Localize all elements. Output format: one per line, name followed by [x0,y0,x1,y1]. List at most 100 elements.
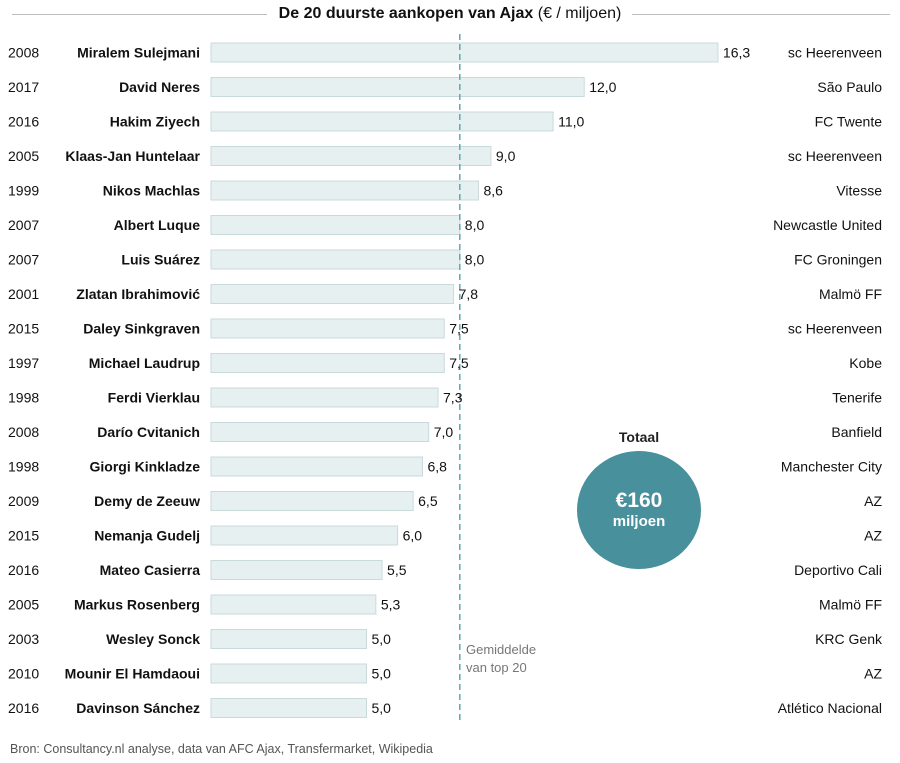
bar [210,525,399,546]
bar [210,146,492,166]
row-year: 2005 [8,597,39,613]
bar-value-label: 7,0 [434,424,454,440]
bar-value-label: 5,0 [372,700,392,716]
row-year: 1998 [8,390,39,406]
row-player: Zlatan Ibrahimović [76,286,200,302]
bar-value-label: 5,0 [372,666,392,682]
row-club: Vitesse [836,183,882,199]
row-player: Miralem Sulejmani [77,45,200,61]
row-club: FC Twente [815,114,883,130]
row-year: 2008 [8,45,39,61]
row-club: Deportivo Cali [794,562,882,578]
bar [210,698,367,718]
total-amount: €160 [615,489,663,512]
bar [210,663,367,684]
source-note: Bron: Consultancy.nl analyse, data van A… [10,742,433,756]
row-club: sc Heerenveen [788,148,882,164]
total-label: Totaal [618,429,660,445]
bar [210,422,430,442]
row-player: Demy de Zeeuw [94,493,200,509]
title-rule-left [12,14,267,15]
row-year: 2008 [8,424,39,440]
average-label-line-1: Gemiddelde [466,642,536,657]
bar-value-label: 11,0 [558,114,584,130]
row-player: Wesley Sonck [106,631,200,647]
bar-value-label: 8,6 [483,183,503,199]
row-club: Banfield [831,424,882,440]
row-player: Mateo Casierra [100,562,201,578]
row-year: 2015 [8,321,39,337]
bar [210,111,554,132]
row-year: 2007 [8,252,39,268]
bar-value-label: 7,8 [459,286,479,302]
average-label-line-2: van top 20 [466,660,527,675]
row-club: Malmö FF [819,286,882,302]
bar [210,456,423,477]
row-club: Newcastle United [773,217,882,233]
row-year: 2010 [8,666,39,682]
bar-value-label: 7,5 [449,321,469,337]
row-player: Klaas-Jan Huntelaar [65,148,200,164]
bar [210,629,367,649]
row-club: Kobe [849,355,882,371]
bar-value-label: 7,5 [449,355,469,371]
row-club: sc Heerenveen [788,45,882,61]
row-player: Mounir El Hamdaoui [65,666,200,682]
row-player: Giorgi Kinkladze [90,459,201,475]
row-year: 2016 [8,562,39,578]
row-player: Albert Luque [114,217,201,233]
row-club: AZ [864,493,882,509]
row-year: 2009 [8,493,39,509]
row-year: 2016 [8,700,39,716]
title-rule-right [632,14,890,15]
bar-value-label: 8,0 [465,217,485,233]
row-club: AZ [864,666,882,682]
row-club: Tenerife [832,390,882,406]
bar-value-label: 9,0 [496,148,516,164]
chart-title: De 20 duurste aankopen van Ajax (€ / mil… [0,4,900,24]
total-unit: miljoen [612,513,666,530]
bar [210,594,377,615]
bar [210,180,479,201]
row-player: Darío Cvitanich [97,424,200,440]
bar [210,42,719,63]
row-club: Atlético Nacional [778,700,882,716]
bar-value-label: 12,0 [589,79,616,95]
row-club: sc Heerenveen [788,321,882,337]
bar-value-label: 6,0 [403,528,423,544]
bar [210,353,445,373]
bar [210,387,439,408]
row-player: David Neres [119,79,200,95]
bar [210,318,445,339]
row-club: KRC Genk [815,631,883,647]
row-year: 2015 [8,528,39,544]
row-player: Michael Laudrup [89,355,200,371]
bar [210,77,585,97]
row-player: Nemanja Gudelj [94,528,200,544]
row-player: Nikos Machlas [103,183,200,199]
bar [210,249,461,270]
row-player: Luis Suárez [121,252,200,268]
bar-value-label: 5,3 [381,597,401,613]
row-year: 2017 [8,79,39,95]
row-club: FC Groningen [794,252,882,268]
bar [210,215,461,235]
row-player: Hakim Ziyech [110,114,200,130]
row-club: Manchester City [781,459,882,475]
row-year: 1997 [8,355,39,371]
bar [210,284,455,304]
row-player: Markus Rosenberg [74,597,200,613]
bar-value-label: 6,5 [418,493,438,509]
row-club: Malmö FF [819,597,882,613]
chart-title-main: De 20 duurste aankopen van Ajax [278,5,534,22]
row-year: 1999 [8,183,39,199]
bar-value-label: 5,0 [372,631,392,647]
bar [210,560,383,580]
bar-value-label: 8,0 [465,252,485,268]
row-player: Davinson Sánchez [76,700,200,716]
total-circle: €160 miljoen [577,451,701,569]
row-labels-layer: 2008 Miralem Sulejmani 16,3 sc Heerenveen 20… [8,45,883,717]
row-year: 2003 [8,631,39,647]
bar-value-label: 5,5 [387,562,407,578]
